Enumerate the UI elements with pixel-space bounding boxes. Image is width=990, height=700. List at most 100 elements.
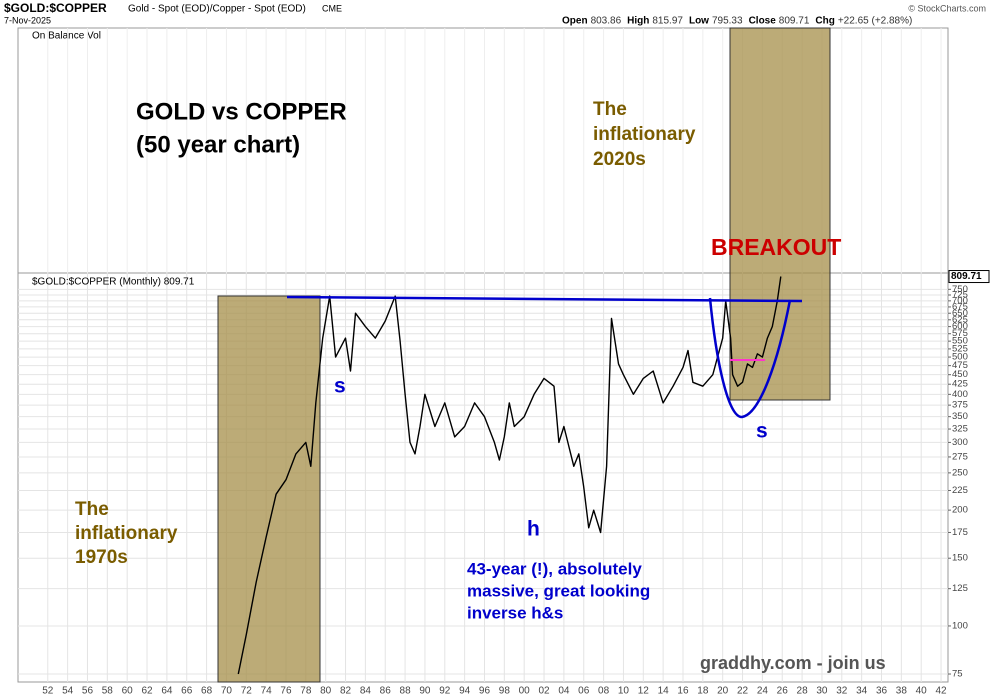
x-tick-label: 54: [62, 686, 74, 697]
y-tick-label: 550: [952, 336, 968, 347]
y-tick-label: 650: [952, 308, 968, 319]
y-tick-label: 350: [952, 411, 968, 422]
legend-entry: $GOLD:$COPPER (Monthly) 809.71: [32, 277, 195, 288]
x-tick-label: 40: [916, 686, 928, 697]
y-tick-label: 275: [952, 451, 968, 462]
x-tick-label: 78: [300, 686, 312, 697]
quote-label: Low: [689, 16, 709, 27]
x-tick-label: 58: [102, 686, 114, 697]
x-tick-label: 74: [261, 686, 273, 697]
x-tick-label: 72: [241, 686, 253, 697]
x-tick-label: 86: [380, 686, 392, 697]
x-tick-label: 88: [400, 686, 412, 697]
annotation: h: [527, 518, 540, 541]
x-tick-label: 28: [797, 686, 809, 697]
x-tick-label: 98: [499, 686, 511, 697]
x-tick-label: 96: [479, 686, 491, 697]
neckline: [286, 295, 803, 303]
y-tick-label: 150: [952, 553, 968, 564]
annotation: 2020s: [593, 149, 646, 170]
y-tick-label: 425: [952, 379, 968, 390]
y-tick-label: 700: [952, 295, 968, 306]
quote-value: 815.97: [652, 16, 683, 27]
y-tick-label: 125: [952, 583, 968, 594]
annotation: (50 year chart): [136, 131, 300, 158]
last-value-box: [948, 270, 990, 284]
y-tick-label: 450: [952, 369, 968, 380]
annotation: The: [593, 99, 627, 120]
shade-1970s: [217, 295, 321, 683]
subtitle: Gold - Spot (EOD)/Copper - Spot (EOD): [128, 4, 306, 15]
y-tick-label: 325: [952, 424, 968, 435]
y-tick-label: 225: [952, 485, 968, 496]
y-tick-label: 200: [952, 505, 968, 516]
annotation: s: [334, 375, 346, 398]
y-tick-label: 400: [952, 389, 968, 400]
y-tick-label: 525: [952, 343, 968, 354]
x-tick-label: 60: [122, 686, 134, 697]
y-tick-label: 675: [952, 301, 968, 312]
x-tick-label: 64: [161, 686, 173, 697]
annotation: GOLD vs COPPER: [136, 98, 347, 125]
x-tick-label: 42: [935, 686, 947, 697]
x-tick-label: 10: [618, 686, 630, 697]
x-tick-label: 92: [439, 686, 451, 697]
y-tick-label: 300: [952, 437, 968, 448]
y-tick-label: 725: [952, 290, 968, 301]
y-tick-label: 375: [952, 400, 968, 411]
annotation: s: [756, 420, 768, 443]
panel-label: On Balance Vol: [32, 31, 101, 42]
x-tick-label: 94: [459, 686, 471, 697]
x-tick-label: 90: [419, 686, 431, 697]
x-tick-label: 02: [538, 686, 550, 697]
quote-label: Open: [562, 16, 588, 27]
last-value-label: 809.71: [951, 271, 982, 282]
shade-2020s: [729, 27, 831, 401]
y-tick-label: 175: [952, 527, 968, 538]
exchange: CME: [322, 3, 342, 13]
x-tick-label: 70: [221, 686, 233, 697]
x-tick-label: 30: [816, 686, 828, 697]
annotation: 1970s: [75, 547, 128, 568]
annotation: 43-year (!), absolutely: [467, 559, 642, 578]
y-tick-label: 100: [952, 620, 968, 631]
x-tick-label: 00: [519, 686, 531, 697]
x-tick-label: 66: [181, 686, 193, 697]
quote-value: +22.65 (+2.88%): [838, 16, 913, 27]
quote-value: 809.71: [779, 16, 810, 27]
y-tick-label: 575: [952, 328, 968, 339]
watermark: © StockCharts.com: [908, 3, 986, 13]
y-tick-label: 500: [952, 352, 968, 363]
x-tick-label: 68: [201, 686, 213, 697]
y-tick-label: 625: [952, 314, 968, 325]
x-tick-label: 26: [777, 686, 789, 697]
annotation: massive, great looking: [467, 581, 650, 600]
x-tick-label: 20: [717, 686, 729, 697]
annotation: inflationary: [593, 124, 696, 145]
quote-label: Chg: [815, 16, 834, 27]
annotation: The: [75, 499, 109, 520]
x-tick-label: 52: [42, 686, 54, 697]
price-line: [237, 276, 782, 675]
credit: graddhy.com - join us: [700, 653, 886, 673]
plot: [237, 276, 782, 675]
cup-curve: [708, 297, 792, 419]
x-tick-label: 18: [697, 686, 709, 697]
header: $GOLD:$COPPER Gold - Spot (EOD)/Copper -…: [4, 1, 986, 26]
quote-label: High: [627, 16, 649, 27]
x-tick-label: 84: [360, 686, 372, 697]
annotation: inverse h&s: [467, 603, 563, 622]
x-tick-label: 22: [737, 686, 749, 697]
x-tick-label: 04: [558, 686, 570, 697]
quote-value: 795.33: [712, 16, 743, 27]
x-tick-label: 82: [340, 686, 352, 697]
x-tick-label: 24: [757, 686, 769, 697]
y-tick-label: 250: [952, 467, 968, 478]
y-tick-label: 750: [952, 284, 968, 295]
x-tick-label: 12: [638, 686, 650, 697]
symbol: $GOLD:$COPPER: [4, 1, 107, 15]
y-tick-label: 75: [952, 669, 963, 680]
y-tick-label: 600: [952, 321, 968, 332]
